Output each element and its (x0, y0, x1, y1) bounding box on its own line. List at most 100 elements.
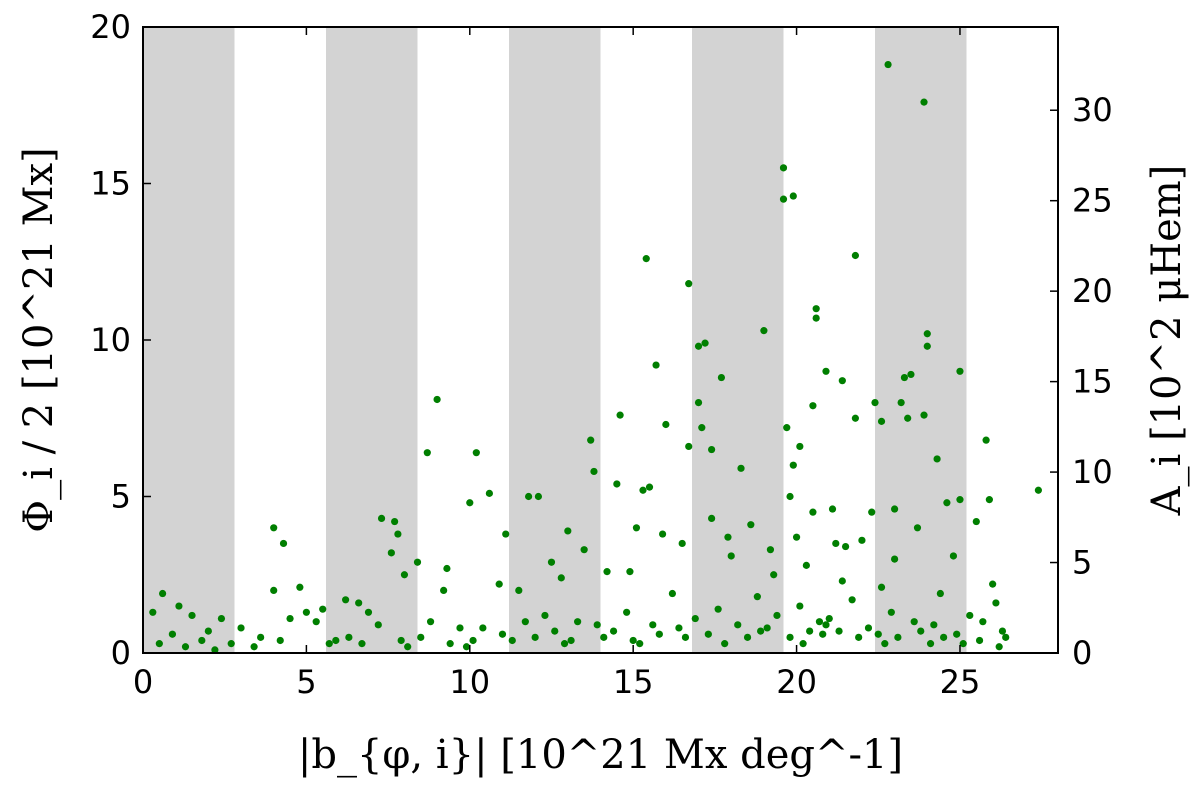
data-point (358, 640, 366, 648)
data-point (355, 599, 363, 607)
data-point (786, 492, 794, 501)
data-point (168, 630, 177, 638)
data-point (773, 611, 781, 620)
data-point (917, 627, 925, 635)
axis-labels: |b_{φ, i}| [10^21 Mx deg^-1] Φ_i / 2 [10^… (16, 147, 1190, 778)
data-point (394, 530, 402, 538)
data-point (757, 627, 765, 635)
data-point (789, 192, 797, 200)
x-tick-label: 20 (776, 663, 817, 701)
data-point (397, 636, 405, 645)
data-point (456, 624, 464, 632)
data-point (632, 524, 641, 532)
data-point (270, 524, 278, 532)
data-point (485, 489, 493, 497)
x-tick-label: 5 (296, 663, 316, 701)
data-point (685, 442, 693, 451)
data-point (727, 552, 735, 560)
data-point (270, 586, 278, 595)
data-point (851, 414, 859, 422)
data-point (796, 602, 804, 610)
data-point (443, 564, 451, 573)
data-point (466, 499, 474, 507)
data-point (374, 621, 382, 629)
data-point (708, 514, 716, 523)
data-point (956, 367, 964, 375)
data-point (904, 414, 912, 422)
data-point (779, 164, 788, 172)
data-point (574, 618, 582, 626)
data-point (469, 636, 477, 645)
data-point (296, 583, 304, 591)
data-point (930, 621, 938, 629)
y2-tick-label: 0 (1072, 634, 1092, 672)
data-point (603, 568, 611, 576)
data-point (998, 627, 1007, 635)
data-point (936, 589, 944, 598)
data-point (426, 618, 435, 626)
data-point (995, 643, 1003, 651)
data-point (649, 621, 657, 629)
data-point (956, 496, 964, 504)
data-point (685, 280, 693, 288)
data-point (871, 399, 879, 407)
y-tick-label: 5 (111, 478, 131, 516)
data-point (989, 580, 997, 588)
data-point (211, 646, 219, 653)
data-point (753, 593, 761, 601)
data-point (812, 305, 820, 313)
data-point (541, 611, 549, 620)
data-point (462, 643, 471, 651)
data-point (175, 602, 183, 610)
data-point (897, 399, 905, 407)
x-tick-label: 0 (133, 663, 153, 701)
data-point (763, 624, 771, 632)
data-point (786, 633, 794, 641)
data-point (812, 314, 820, 322)
data-point (652, 361, 660, 369)
data-point (681, 633, 690, 641)
data-point (694, 342, 703, 350)
data-point (828, 505, 837, 513)
data-point (724, 533, 732, 541)
data-point (874, 630, 882, 638)
data-point (580, 546, 588, 554)
data-point (841, 542, 850, 551)
data-point (809, 402, 817, 410)
data-point (237, 624, 245, 632)
y2-tick-label: 30 (1072, 91, 1113, 129)
data-point (590, 467, 598, 476)
y2-tick-label: 20 (1072, 272, 1113, 310)
data-point (626, 568, 634, 576)
data-point (498, 630, 507, 638)
data-point (972, 517, 980, 526)
data-point (364, 608, 373, 616)
data-point (894, 633, 902, 641)
data-point (587, 436, 595, 444)
data-point (822, 621, 830, 629)
data-point (819, 630, 827, 638)
x-tick-label: 15 (613, 663, 654, 701)
data-point (658, 530, 667, 538)
data-point (864, 624, 873, 632)
data-point (560, 640, 569, 648)
data-point (760, 327, 768, 335)
data-point (708, 445, 716, 454)
data-point (966, 611, 974, 620)
data-point (149, 608, 157, 616)
data-point (933, 455, 941, 463)
data-point (286, 614, 294, 623)
data-point (525, 492, 533, 501)
data-point (440, 586, 448, 595)
data-point (943, 499, 951, 507)
data-point (495, 580, 503, 588)
data-point (159, 589, 167, 598)
data-point (766, 546, 775, 554)
data-point (417, 633, 425, 641)
data-point (887, 608, 895, 616)
data-point (639, 486, 647, 494)
data-point (257, 633, 265, 641)
data-point (913, 524, 922, 532)
data-point (312, 618, 320, 626)
